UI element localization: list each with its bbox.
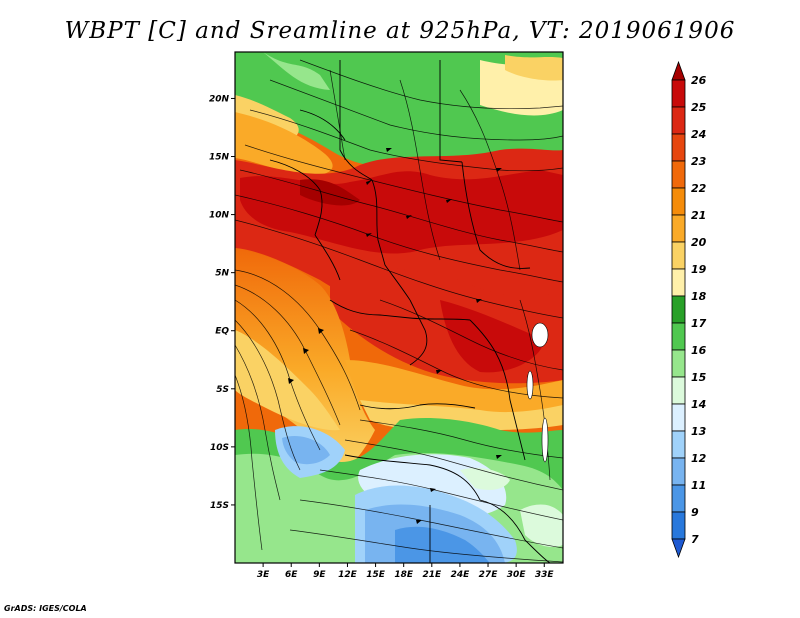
lat-tick-label: 5N bbox=[215, 269, 229, 279]
software-credit: GrADS: IGES/COLA bbox=[4, 604, 87, 613]
colorbar-swatch bbox=[671, 60, 686, 81]
colorbar-label: 9 bbox=[691, 506, 699, 519]
colorbar-label: 7 bbox=[691, 533, 699, 546]
colorbar-swatch bbox=[671, 268, 686, 297]
lat-tick-label: 20N bbox=[209, 94, 230, 104]
colorbar-swatch bbox=[671, 349, 686, 378]
colorbar-label: 22 bbox=[691, 182, 707, 195]
colorbar-label: 11 bbox=[691, 479, 706, 492]
longitude-axis: 3E 6E 9E 12E 15E 18E 21E 24E 27E 30E 33E bbox=[257, 563, 555, 580]
lon-tick-label: 30E bbox=[507, 570, 527, 580]
colorbar-label: 21 bbox=[691, 209, 706, 222]
colorbar-swatch bbox=[671, 457, 686, 486]
colorbar-label: 18 bbox=[691, 290, 707, 303]
colorbar-label: 19 bbox=[691, 263, 707, 276]
lat-tick-label: 10N bbox=[209, 211, 230, 221]
colorbar-label: 13 bbox=[691, 425, 707, 438]
colorbar-swatch bbox=[671, 160, 686, 189]
colorbar-label: 23 bbox=[691, 155, 707, 168]
lon-tick-label: 21E bbox=[422, 570, 442, 580]
latitude-axis: 20N 15N 10N 5N EQ 5S 10S 15S bbox=[209, 94, 235, 511]
chart-title: WBPT [C] and Sreamline at 925hPa, VT: 20… bbox=[64, 18, 736, 44]
lon-tick-label: 24E bbox=[451, 570, 471, 580]
colorbar-label: 12 bbox=[691, 452, 707, 465]
lat-tick-label: EQ bbox=[215, 327, 229, 337]
colorbar-label: 17 bbox=[691, 317, 707, 330]
lon-tick-label: 27E bbox=[479, 570, 499, 580]
lon-tick-label: 12E bbox=[338, 570, 358, 580]
colorbar-label: 25 bbox=[691, 101, 707, 114]
colorbar-swatch bbox=[671, 484, 686, 513]
lon-tick-label: 18E bbox=[394, 570, 414, 580]
colorbar-label: 15 bbox=[691, 371, 707, 384]
colorbar-swatch bbox=[671, 511, 686, 540]
colorbar-swatch bbox=[671, 106, 686, 135]
wbpt-field bbox=[235, 52, 563, 563]
lon-tick-label: 15E bbox=[366, 570, 386, 580]
lat-tick-label: 5S bbox=[216, 385, 229, 395]
plot-frame bbox=[234, 51, 564, 564]
lat-tick-label: 15S bbox=[210, 501, 229, 511]
colorbar-swatch bbox=[671, 133, 686, 162]
colorbar-legend: 26 25 24 23 22 21 20 19 18 17 16 15 14 13 12 11 9 7 bbox=[671, 60, 707, 559]
colorbar-swatch bbox=[671, 403, 686, 432]
colorbar-swatch bbox=[671, 295, 686, 324]
lon-tick-label: 6E bbox=[285, 570, 298, 580]
lat-tick-label: 10S bbox=[210, 443, 229, 453]
colorbar-label: 26 bbox=[691, 74, 707, 87]
lon-tick-label: 33E bbox=[535, 570, 555, 580]
lon-tick-label: 3E bbox=[257, 570, 270, 580]
colorbar-swatch bbox=[671, 376, 686, 405]
colorbar-label: 16 bbox=[691, 344, 707, 357]
colorbar-label: 14 bbox=[691, 398, 706, 411]
colorbar-swatch bbox=[671, 538, 686, 559]
lon-tick-label: 9E bbox=[313, 570, 326, 580]
colorbar-swatch bbox=[671, 214, 686, 243]
colorbar-swatch bbox=[671, 187, 686, 216]
colorbar-swatch bbox=[671, 430, 686, 459]
colorbar-swatch bbox=[671, 79, 686, 108]
colorbar-label: 20 bbox=[691, 236, 707, 249]
colorbar-label: 24 bbox=[691, 128, 706, 141]
lat-tick-label: 15N bbox=[209, 153, 230, 163]
colorbar-swatch bbox=[671, 322, 686, 351]
colorbar-swatch bbox=[671, 241, 686, 270]
